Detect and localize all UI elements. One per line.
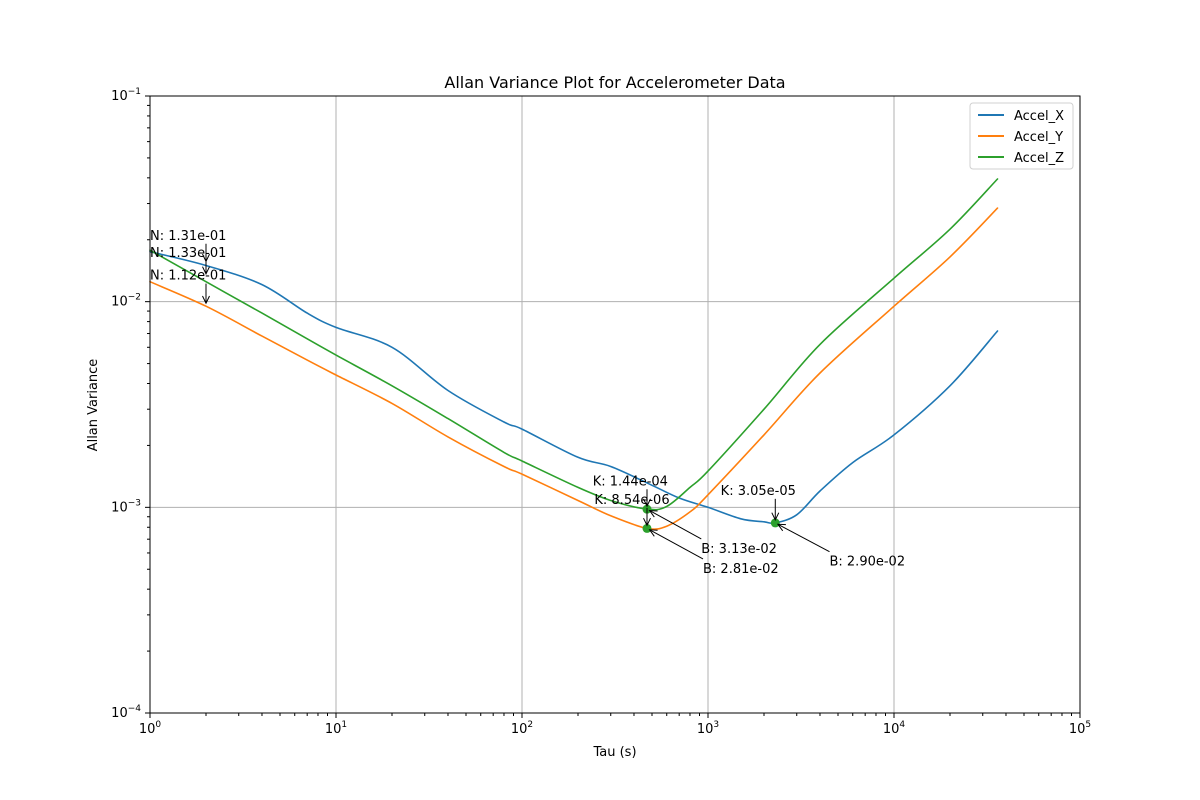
annotation-arrowhead [202,295,210,305]
annotation-label: B: 3.13e-02 [701,542,777,557]
series-line-accel-y [149,207,999,530]
legend-label-accel-x: Accel_X [1014,109,1064,124]
x-tick-label: 100 [139,720,162,737]
y-tick-label: 10−2 [111,293,141,310]
legend-label-accel-y: Accel_Y [1014,130,1063,145]
annotation-label: N: 1.12e-01 [150,269,226,284]
minimum-marker [770,518,780,528]
annotation-label: N: 1.33e-01 [150,246,226,261]
annotation-label: B: 2.90e-02 [829,555,905,570]
annotation-label: B: 2.81e-02 [703,562,779,577]
annotation-arrowhead [771,512,780,522]
x-tick-label: 105 [1069,720,1091,737]
minimum-marker [642,523,652,533]
marker-layer [642,504,780,533]
x-tick-label: 104 [883,720,906,737]
annotation-label: K: 8.54e-06 [594,493,669,508]
series-line-accel-z [149,178,999,511]
x-tick-label: 101 [325,720,347,737]
annotation-arrowhead [776,523,786,532]
annotation-arrow [649,529,704,560]
annotation-arrowhead [202,266,210,276]
annotation-label: N: 1.31e-01 [150,229,226,244]
annotation-label: K: 1.44e-04 [593,474,668,489]
x-tick-label: 103 [697,720,719,737]
x-tick-label: 102 [511,720,533,737]
annotation-arrowhead [643,498,651,508]
series-layer [149,178,999,530]
legend: Accel_X Accel_Y Accel_Z [969,102,1074,170]
annotation-arrowhead [643,517,651,527]
legend-box [969,102,1074,170]
chart-title: Allan Variance Plot for Accelerometer Da… [444,73,785,92]
y-tick-label: 10−3 [111,498,141,515]
series-line-accel-x [149,250,999,525]
y-tick-label: 10−4 [111,704,141,721]
annotation-arrow [777,523,830,553]
annotation-arrowhead [648,510,658,518]
annotation-arrowhead [648,529,658,537]
annotation-arrow [649,510,702,540]
y-tick-label: 10−1 [111,87,141,104]
annotation-layer: N: 1.31e-01 N: 1.33e-01 N: 1.12e-01 K: 1.44… [150,229,905,577]
x-axis-label: Tau (s) [592,745,636,760]
grid-layer [149,95,1081,714]
legend-label-accel-z: Accel_Z [1014,151,1064,166]
tick-layer: 100 101 102 103 104 105 10−4 10−3 10−2 10−1 [111,87,1091,737]
y-axis-label: Allan Variance [86,359,101,452]
annotation-label: K: 3.05e-05 [721,484,796,499]
plot-frame [149,95,1081,714]
